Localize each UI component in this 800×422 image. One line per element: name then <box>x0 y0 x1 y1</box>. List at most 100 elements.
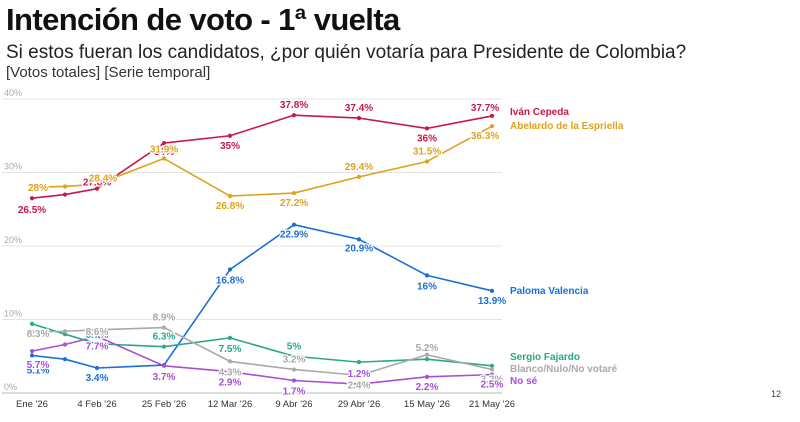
data-point <box>62 332 68 337</box>
data-label: 26.8% <box>216 201 244 212</box>
data-point <box>94 327 100 332</box>
legend-entry: Blanco/Nulo/No votaré <box>510 364 618 375</box>
series-points <box>29 113 495 387</box>
x-tick-label: 15 May '26 <box>404 399 450 410</box>
data-label: 37.8% <box>280 100 308 111</box>
data-label: 7.7% <box>86 341 109 352</box>
data-label: 5.1% <box>27 366 50 377</box>
data-label: 31.5% <box>413 146 441 157</box>
data-label: 20.9% <box>345 243 373 254</box>
data-label: 26.5% <box>18 205 46 216</box>
data-label: 3.2% <box>481 374 504 385</box>
data-point <box>94 186 100 191</box>
data-point <box>424 352 430 357</box>
legend: Iván Cepeda Abelardo de la Espriella Palom… <box>510 107 624 387</box>
data-label: 2.5% <box>481 380 504 391</box>
data-point <box>291 222 297 227</box>
x-tick-label: 29 Abr '26 <box>338 399 381 410</box>
data-label: 5.7% <box>27 360 50 371</box>
data-point <box>62 329 68 334</box>
data-point <box>424 159 430 164</box>
data-label: 3.2% <box>283 354 306 365</box>
data-point <box>94 365 100 371</box>
data-point <box>62 192 68 197</box>
chart-subtitle: Si estos fueran los candidatos, ¿por qui… <box>6 42 687 63</box>
data-label: 27.8% <box>83 178 111 189</box>
data-point <box>291 367 297 372</box>
data-point <box>424 126 430 131</box>
data-label: 37.4% <box>345 103 373 114</box>
data-label: 1.2% <box>348 369 371 380</box>
data-label: 36.3% <box>471 131 499 142</box>
legend-entry: No sé <box>510 376 538 387</box>
data-point <box>424 273 430 278</box>
legend-entry: Iván Cepeda <box>510 107 569 118</box>
data-label: 7.5% <box>219 344 242 355</box>
data-point <box>29 329 35 335</box>
data-label: 4.3% <box>219 367 242 378</box>
data-point <box>489 288 495 293</box>
data-label: 28% <box>28 183 48 194</box>
data-point <box>356 237 362 242</box>
data-point <box>356 373 362 378</box>
x-tick-label: 4 Feb '26 <box>77 399 116 410</box>
x-tick-label: 21 May '26 <box>469 399 515 410</box>
data-point <box>356 360 362 365</box>
data-label: 5% <box>287 341 302 352</box>
data-point <box>424 357 430 362</box>
data-label: 2.4% <box>348 380 371 391</box>
data-point <box>227 133 233 138</box>
y-tick-label: 20% <box>4 235 22 245</box>
data-point <box>489 363 495 368</box>
data-label: 22.9% <box>280 230 308 241</box>
y-tick-label: 30% <box>4 162 22 172</box>
data-label: 9.4% <box>27 329 50 340</box>
data-point <box>291 113 297 118</box>
data-point <box>227 267 233 272</box>
data-point <box>161 325 167 330</box>
data-point <box>29 185 35 190</box>
y-tick-label: 10% <box>4 309 22 319</box>
x-tick-label: 25 Feb '26 <box>142 399 187 410</box>
data-point <box>291 378 297 383</box>
data-point <box>29 321 35 327</box>
data-label: 31.9% <box>150 145 178 156</box>
point-labels: 26.5% 27.8% 34% 35% 37.8% 37.4% 36% 37.7% 28% 28.… <box>17 99 508 399</box>
data-point <box>356 116 362 121</box>
data-point <box>161 363 167 368</box>
data-label: 37.7% <box>471 103 499 114</box>
data-point <box>291 190 297 196</box>
data-point <box>161 344 167 349</box>
data-label: 16% <box>417 281 437 292</box>
data-point <box>489 124 495 129</box>
data-label: 6.7% <box>86 330 109 341</box>
x-tick-label: 9 Abr '26 <box>275 399 312 410</box>
data-label: 27.2% <box>280 198 308 209</box>
data-point <box>489 367 495 372</box>
data-point <box>29 196 35 201</box>
data-point <box>29 353 35 358</box>
data-point <box>62 342 68 347</box>
data-point <box>424 374 430 379</box>
data-point <box>62 357 68 362</box>
data-point <box>356 382 362 387</box>
data-point <box>227 369 233 374</box>
data-label: 34% <box>154 147 174 158</box>
data-label: 5.2% <box>416 343 439 354</box>
data-point <box>489 372 495 377</box>
data-label: 6.3% <box>153 332 176 343</box>
data-label: 3.7% <box>153 372 176 383</box>
data-point <box>62 184 68 189</box>
data-label: 2.9% <box>219 378 242 389</box>
y-tick-label: 0% <box>4 382 17 392</box>
legend-entry: Paloma Valencia <box>510 286 589 297</box>
legend-entry: Abelardo de la Espriella <box>510 121 624 132</box>
data-label: 28.4% <box>89 173 117 184</box>
y-tick-label: 40% <box>4 88 22 98</box>
page-number: 12 <box>771 389 782 399</box>
data-label: 35% <box>220 141 240 152</box>
data-label: 3.4% <box>86 373 109 384</box>
chart-tags: [Votos totales] [Serie temporal] <box>6 64 211 81</box>
legend-entry: Sergio Fajardo <box>510 352 580 363</box>
